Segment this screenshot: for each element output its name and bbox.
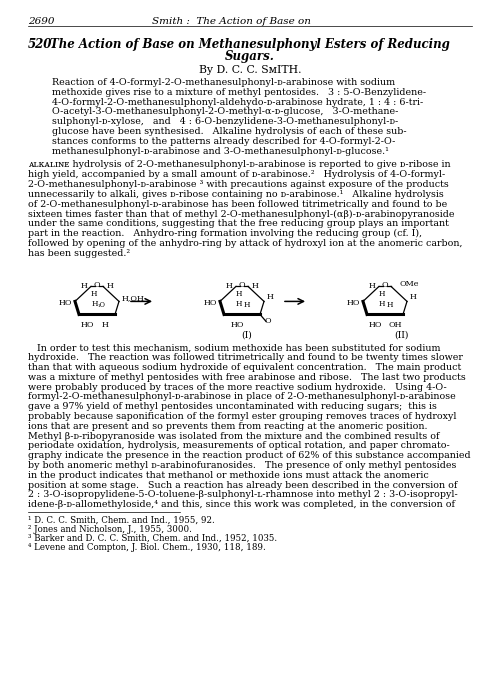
Text: has been suggested.²: has been suggested.²: [28, 249, 130, 257]
Text: H: H: [387, 301, 393, 310]
Text: ions that are present and so prevents them from reacting at the anomeric positio: ions that are present and so prevents th…: [28, 422, 427, 430]
Text: H: H: [236, 300, 242, 308]
Text: ᴀʟᴋᴀʟɪɴᴇ hydrolysis of 2-O-methanesulphonyl-ᴅ-arabinose is reported to give ᴅ-ri: ᴀʟᴋᴀʟɪɴᴇ hydrolysis of 2-O-methanesulpho…: [28, 160, 450, 169]
Text: 2-O-methanesulphonyl-ᴅ-arabinose ³ with precautions against exposure of the prod: 2-O-methanesulphonyl-ᴅ-arabinose ³ with …: [28, 180, 449, 189]
Text: The Action of Base on Methanesulphonyl Esters of Reducing: The Action of Base on Methanesulphonyl E…: [50, 38, 450, 51]
Text: under the same conditions, suggesting that the free reducing group plays an impo: under the same conditions, suggesting th…: [28, 219, 449, 228]
Text: ³ Barker and D. C. C. Smith, Chem. and Ind., 1952, 1035.: ³ Barker and D. C. C. Smith, Chem. and I…: [28, 534, 277, 543]
Text: OH: OH: [388, 321, 402, 329]
Text: (II): (II): [394, 331, 408, 340]
Text: H: H: [410, 293, 417, 301]
Text: idene-β-ᴅ-allomethyloside,⁴ and this, since this work was completed, in the conv: idene-β-ᴅ-allomethyloside,⁴ and this, si…: [28, 500, 455, 509]
Text: H: H: [368, 282, 376, 291]
Text: O: O: [382, 281, 388, 289]
Text: position at some stage.   Such a reaction has already been described in the conv: position at some stage. Such a reaction …: [28, 481, 458, 490]
Text: H: H: [236, 291, 242, 298]
Text: 2690: 2690: [28, 17, 54, 26]
Text: H,OH: H,OH: [122, 295, 145, 302]
Text: Methyl β-ᴅ-ribopyranoside was isolated from the mixture and the combined results: Methyl β-ᴅ-ribopyranoside was isolated f…: [28, 432, 440, 441]
Text: Reaction of 4-O-formyl-2-O-methanesulphonyl-ᴅ-arabinose with sodium: Reaction of 4-O-formyl-2-O-methanesulpho…: [52, 78, 395, 87]
Text: H: H: [244, 301, 250, 310]
Text: hydroxide.   The reaction was followed titrimetrically and found to be twenty ti: hydroxide. The reaction was followed tit…: [28, 353, 463, 362]
Text: O: O: [94, 281, 100, 289]
Text: ₁O: ₁O: [97, 301, 105, 310]
Text: sixteen times faster than that of methyl 2-O-methanesulphonyl-(αβ)-ᴅ-arabinopyra: sixteen times faster than that of methyl…: [28, 209, 454, 219]
Text: periodate oxidation, hydrolysis, measurements of optical rotation, and paper chr: periodate oxidation, hydrolysis, measure…: [28, 441, 450, 450]
Text: in the product indicates that methanol or methoxide ions must attack the anomeri: in the product indicates that methanol o…: [28, 471, 429, 480]
Text: H: H: [252, 282, 258, 291]
Text: methanesulphonyl-ᴅ-arabinose and 3-O-methanesulphonyl-ᴅ-glucose.¹: methanesulphonyl-ᴅ-arabinose and 3-O-met…: [52, 147, 389, 155]
Text: followed by opening of the anhydro-ring by attack of hydroxyl ion at the anomeri: followed by opening of the anhydro-ring …: [28, 239, 462, 248]
Text: graphy indicate the presence in the reaction product of 62% of this substance ac: graphy indicate the presence in the reac…: [28, 452, 470, 460]
Text: H: H: [102, 321, 108, 329]
Text: By D. C. C. SᴍITH.: By D. C. C. SᴍITH.: [199, 65, 301, 75]
Text: ⁴ Levene and Compton, J. Biol. Chem., 1930, 118, 189.: ⁴ Levene and Compton, J. Biol. Chem., 19…: [28, 543, 266, 552]
Text: Sugars.: Sugars.: [225, 50, 275, 63]
Text: H: H: [92, 300, 98, 308]
Text: 4-O-formyl-2-O-methanesulphonyl-aldehydo-ᴅ-arabinose hydrate, 1 : 4 : 6-tri-: 4-O-formyl-2-O-methanesulphonyl-aldehydo…: [52, 98, 423, 107]
Text: H: H: [226, 282, 232, 291]
Text: methoxide gives rise to a mixture of methyl pentosides.   3 : 5-O-Benzylidene-: methoxide gives rise to a mixture of met…: [52, 88, 426, 97]
Text: HO: HO: [368, 321, 382, 329]
Text: HO: HO: [80, 321, 94, 329]
Text: of 2-O-methanesulphonyl-ᴅ-arabinose has been followed titrimetrically and found : of 2-O-methanesulphonyl-ᴅ-arabinose has …: [28, 200, 448, 208]
Text: H: H: [80, 282, 87, 291]
Text: stances conforms to the patterns already described for 4-O-formyl-2-O-: stances conforms to the patterns already…: [52, 136, 396, 146]
Text: HO: HO: [346, 299, 360, 308]
Text: part in the reaction.   Anhydro-ring formation involving the reducing group (cf.: part in the reaction. Anhydro-ring forma…: [28, 229, 422, 238]
Text: sulphonyl-ᴅ-xylose,   and   4 : 6-O-benzylidene-3-O-methanesulphonyl-ᴅ-: sulphonyl-ᴅ-xylose, and 4 : 6-O-benzylid…: [52, 117, 398, 126]
Text: O-acetyl-3-O-methanesulphonyl-2-O-methyl-α-ᴅ-glucose,   3-O-methane-: O-acetyl-3-O-methanesulphonyl-2-O-methyl…: [52, 107, 399, 116]
Text: unnecessarily to alkali, gives ᴅ-ribose containing no ᴅ-arabinose.¹   Alkaline h: unnecessarily to alkali, gives ᴅ-ribose …: [28, 190, 444, 199]
Text: ² Jones and Nicholson, J., 1955, 3000.: ² Jones and Nicholson, J., 1955, 3000.: [28, 525, 192, 534]
Text: H: H: [91, 291, 97, 298]
Text: H: H: [379, 300, 385, 308]
Text: 2 : 3-O-isopropylidene-5-O-toluene-β-sulphonyl-ʟ-rhamnose into methyl 2 : 3-O-is: 2 : 3-O-isopropylidene-5-O-toluene-β-sul…: [28, 490, 458, 499]
Text: HO: HO: [58, 299, 72, 308]
Text: Smith :  The Action of Base on: Smith : The Action of Base on: [152, 17, 311, 26]
Text: (I): (I): [242, 331, 252, 340]
Text: probably because saponification of the formyl ester grouping removes traces of h: probably because saponification of the f…: [28, 412, 456, 421]
Text: H: H: [267, 293, 274, 301]
Text: OMe: OMe: [399, 280, 418, 289]
Text: by both anomeric methyl ᴅ-arabinofuranosides.   The presence of only methyl pent: by both anomeric methyl ᴅ-arabinofuranos…: [28, 461, 456, 470]
Text: H: H: [379, 291, 385, 298]
Text: O: O: [264, 317, 272, 325]
Text: glucose have been synthesised.   Alkaline hydrolysis of each of these sub-: glucose have been synthesised. Alkaline …: [52, 127, 406, 136]
Text: than that with aqueous sodium hydroxide of equivalent concentration.   The main : than that with aqueous sodium hydroxide …: [28, 363, 461, 372]
Text: high yield, accompanied by a small amount of ᴅ-arabinose.²   Hydrolysis of 4-O-f: high yield, accompanied by a small amoun…: [28, 170, 446, 179]
Text: formyl-2-O-methanesulphonyl-ᴅ-arabinose in place of 2-O-methanesulphonyl-ᴅ-arabi: formyl-2-O-methanesulphonyl-ᴅ-arabinose …: [28, 392, 456, 401]
Text: 520.: 520.: [28, 38, 56, 51]
Text: In order to test this mechanism, sodium methoxide has been substituted for sodiu: In order to test this mechanism, sodium …: [28, 344, 440, 352]
Text: HO: HO: [203, 299, 217, 308]
Text: H: H: [106, 282, 114, 291]
Text: were probably produced by traces of the more reactive sodium hydroxide.   Using : were probably produced by traces of the …: [28, 382, 447, 392]
Text: ¹ D. C. C. Smith, Chem. and Ind., 1955, 92.: ¹ D. C. C. Smith, Chem. and Ind., 1955, …: [28, 516, 215, 525]
Text: HO: HO: [230, 321, 244, 329]
Text: O: O: [238, 281, 246, 289]
Text: gave a 97% yield of methyl pentosides uncontaminated with reducing sugars;  this: gave a 97% yield of methyl pentosides un…: [28, 402, 437, 411]
Text: was a mixture of methyl pentosides with free arabinose and ribose.   The last tw: was a mixture of methyl pentosides with …: [28, 373, 466, 382]
